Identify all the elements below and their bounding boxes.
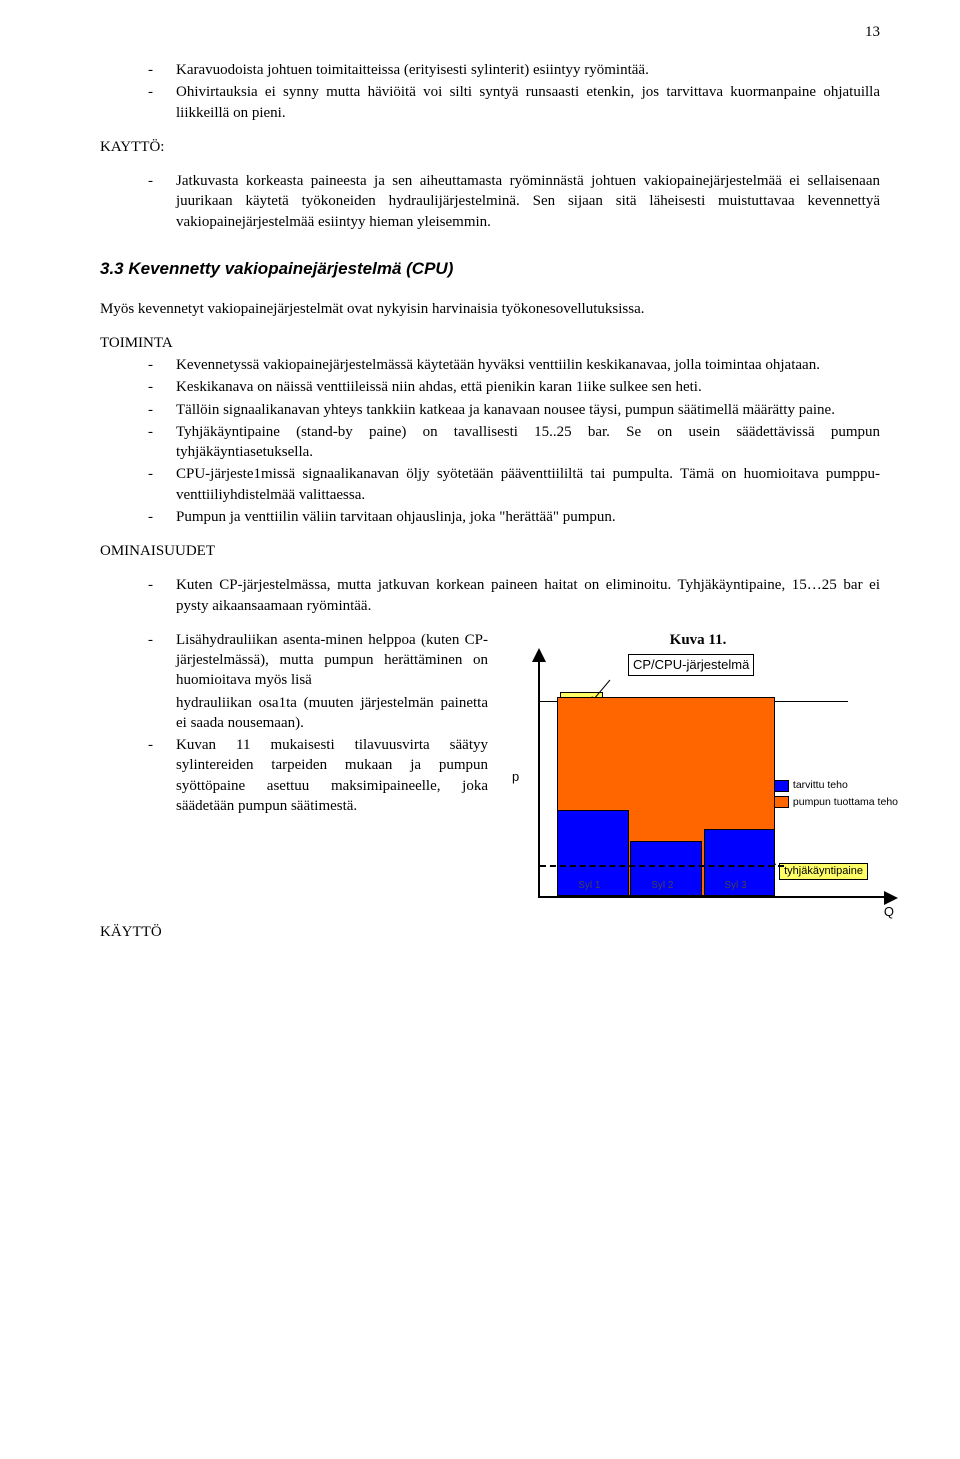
toiminta-heading: TOIMINTA (100, 333, 880, 353)
bullet-dash: - (148, 575, 176, 616)
bullet-text: Ohivirtauksia ei synny mutta häviöitä vo… (176, 82, 880, 123)
x-axis (538, 896, 888, 898)
legend-item: pumpun tuottama teho (771, 795, 898, 810)
list-item: - Jatkuvasta korkeasta paineesta ja sen … (148, 171, 880, 232)
list-item: - Kevennetyssä vakiopainejärjestelmässä … (148, 355, 880, 375)
arrow-up-icon (532, 648, 546, 662)
list-item-cont: hydrauliikan osa1ta (muuten järjestelmän… (148, 693, 488, 734)
figure-title: Kuva 11. (508, 630, 888, 650)
chart-title: CP/CPU-järjestelmä (628, 654, 754, 676)
list-item: - Tällöin signaalikanavan yhteys tankkii… (148, 400, 880, 420)
list-item: - Pumpun ja venttiilin väliin tarvitaan … (148, 507, 880, 527)
legend-label: tarvittu teho (793, 778, 848, 793)
ominaisuudet-bullet-block: - Kuten CP-järjestelmässa, mutta jatkuva… (148, 575, 880, 616)
bullet-dash: - (148, 355, 176, 375)
syl-label: Syl 1 (578, 879, 600, 893)
bullet-text: CPU-järjeste1missä signaalikanavan öljy … (176, 464, 880, 505)
section-heading: 3.3 Kevennetty vakiopainejärjestelmä (CP… (100, 258, 880, 281)
bullet-text: Tyhjäkäyntipaine (stand-by paine) on tav… (176, 422, 880, 463)
list-item: - Karavuodoista johtuen toimitaitteissa … (148, 60, 880, 80)
kaytto-bullet-block: - Jatkuvasta korkeasta paineesta ja sen … (148, 171, 880, 232)
kaytto2-heading: KÄYTTÖ (100, 922, 880, 942)
cpu-chart: p Q CP/CPU-järjestelmä p_max tarvittu te… (508, 658, 888, 898)
bullet-text: Jatkuvasta korkeasta paineesta ja sen ai… (176, 171, 880, 232)
list-item: - Kuvan 11 mukaisesti tilavuusvirta säät… (148, 735, 488, 816)
page-number: 13 (865, 22, 880, 42)
bullet-dash: - (148, 400, 176, 420)
list-item: - CPU-järjeste1missä signaalikanavan ölj… (148, 464, 880, 505)
bullet-dash: - (148, 630, 176, 691)
bullet-text: Kevennetyssä vakiopainejärjestelmässä kä… (176, 355, 880, 375)
bullet-text: Kuten CP-järjestelmässa, mutta jatkuvan … (176, 575, 880, 616)
intro-paragraph: Myös kevennetyt vakiopainejärjestelmät o… (100, 299, 880, 319)
syl-label: Syl 3 (724, 879, 746, 893)
bullet-lead: Lisähydrauliikan asenta-minen helppoa (k… (176, 632, 488, 689)
bullet-dash: - (148, 422, 176, 463)
top-bullet-block: - Karavuodoista johtuen toimitaitteissa … (148, 60, 880, 123)
bullet-text: Karavuodoista johtuen toimitaitteissa (e… (176, 60, 880, 80)
bullet-dash: - (148, 507, 176, 527)
bullet-text: Tällöin signaalikanavan yhteys tankkiin … (176, 400, 880, 420)
bullet-text: Kuvan 11 mukaisesti tilavuusvirta säätyy… (176, 735, 488, 816)
list-item: - Keskikanava on näissä venttiileissä ni… (148, 377, 880, 397)
kaytto-heading: KAYTTÖ: (100, 137, 880, 157)
x-axis-label: Q (884, 903, 894, 921)
idle-callout: tyhjäkäyntipaine (779, 863, 868, 880)
bullet-dash (148, 693, 176, 734)
bullet-text: Keskikanava on näissä venttiileissä niin… (176, 377, 880, 397)
list-item: - Lisähydrauliikan asenta-minen helppoa … (148, 630, 488, 691)
toiminta-bullet-block: - Kevennetyssä vakiopainejärjestelmässä … (148, 355, 880, 527)
list-item: - Kuten CP-järjestelmässa, mutta jatkuva… (148, 575, 880, 616)
bullet-dash: - (148, 735, 176, 816)
bullet-cont: hydrauliikan osa1ta (muuten järjestelmän… (176, 693, 488, 734)
y-axis (538, 658, 540, 898)
figure-row: - Lisähydrauliikan asenta-minen helppoa … (148, 630, 880, 898)
legend-item: tarvittu teho (771, 778, 898, 793)
legend-label: pumpun tuottama teho (793, 795, 898, 810)
bullet-dash: - (148, 464, 176, 505)
bullet-dash: - (148, 82, 176, 123)
bullet-dash: - (148, 377, 176, 397)
chart-legend: tarvittu teho pumpun tuottama teho (771, 778, 898, 811)
idle-line (540, 865, 784, 867)
list-item: - Tyhjäkäyntipaine (stand-by paine) on t… (148, 422, 880, 463)
bullet-text: Pumpun ja venttiilin väliin tarvitaan oh… (176, 507, 880, 527)
list-item: - Ohivirtauksia ei synny mutta häviöitä … (148, 82, 880, 123)
ominaisuudet-heading: OMINAISUUDET (100, 541, 880, 561)
syl-label: Syl 2 (651, 879, 673, 893)
bullet-dash: - (148, 171, 176, 232)
y-axis-label: p (512, 768, 519, 786)
figure-right: Kuva 11. p Q CP/CPU-järjestelmä p_max ta… (488, 630, 888, 898)
bullet-dash: - (148, 60, 176, 80)
figure-left-text: - Lisähydrauliikan asenta-minen helppoa … (148, 630, 488, 818)
